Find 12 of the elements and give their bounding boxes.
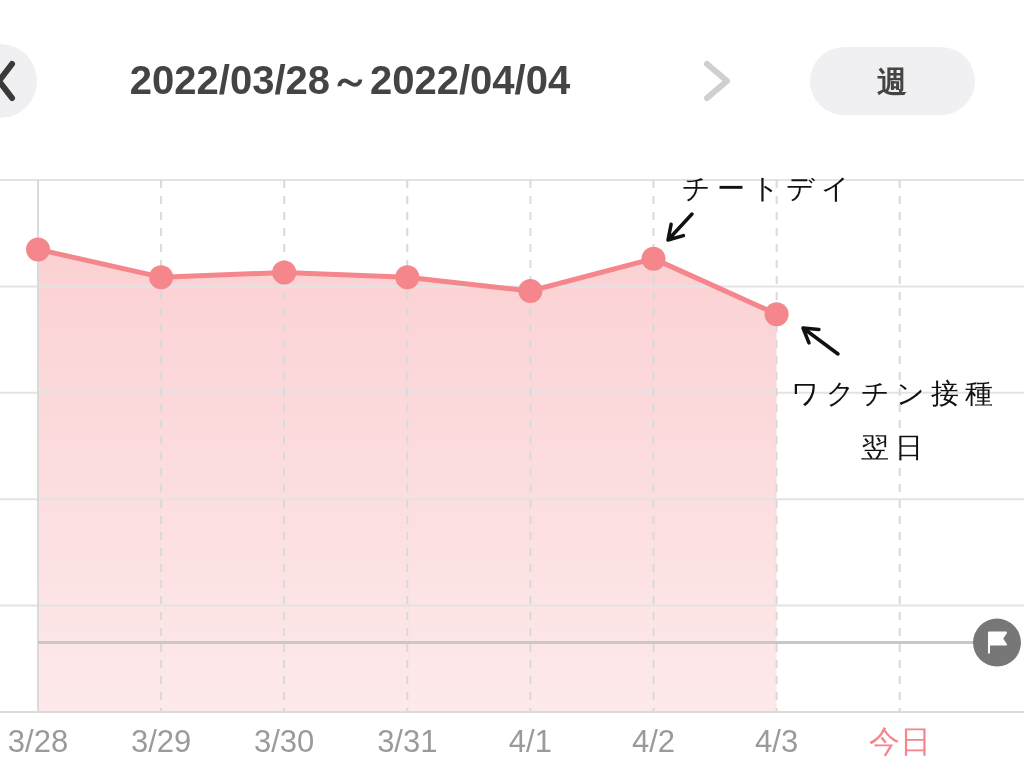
x-tick-label: 4/3: [755, 724, 799, 759]
x-tick-label: 3/30: [254, 724, 315, 759]
x-tick-label: 3/29: [130, 724, 192, 759]
chart-title: 2022/03/28～2022/04/04: [129, 58, 571, 102]
x-tick-label: 3/28: [7, 724, 69, 759]
annotation: チートデイ: [680, 170, 857, 207]
x-tick-label: 4/1: [508, 724, 552, 759]
x-tick-label: 3/31: [377, 724, 438, 759]
x-tick-label: 今日: [868, 724, 931, 759]
x-tick-label: 4/2: [631, 724, 676, 759]
button: 週: [810, 47, 975, 115]
annotation: ワクチン接種翌日: [789, 376, 1000, 467]
